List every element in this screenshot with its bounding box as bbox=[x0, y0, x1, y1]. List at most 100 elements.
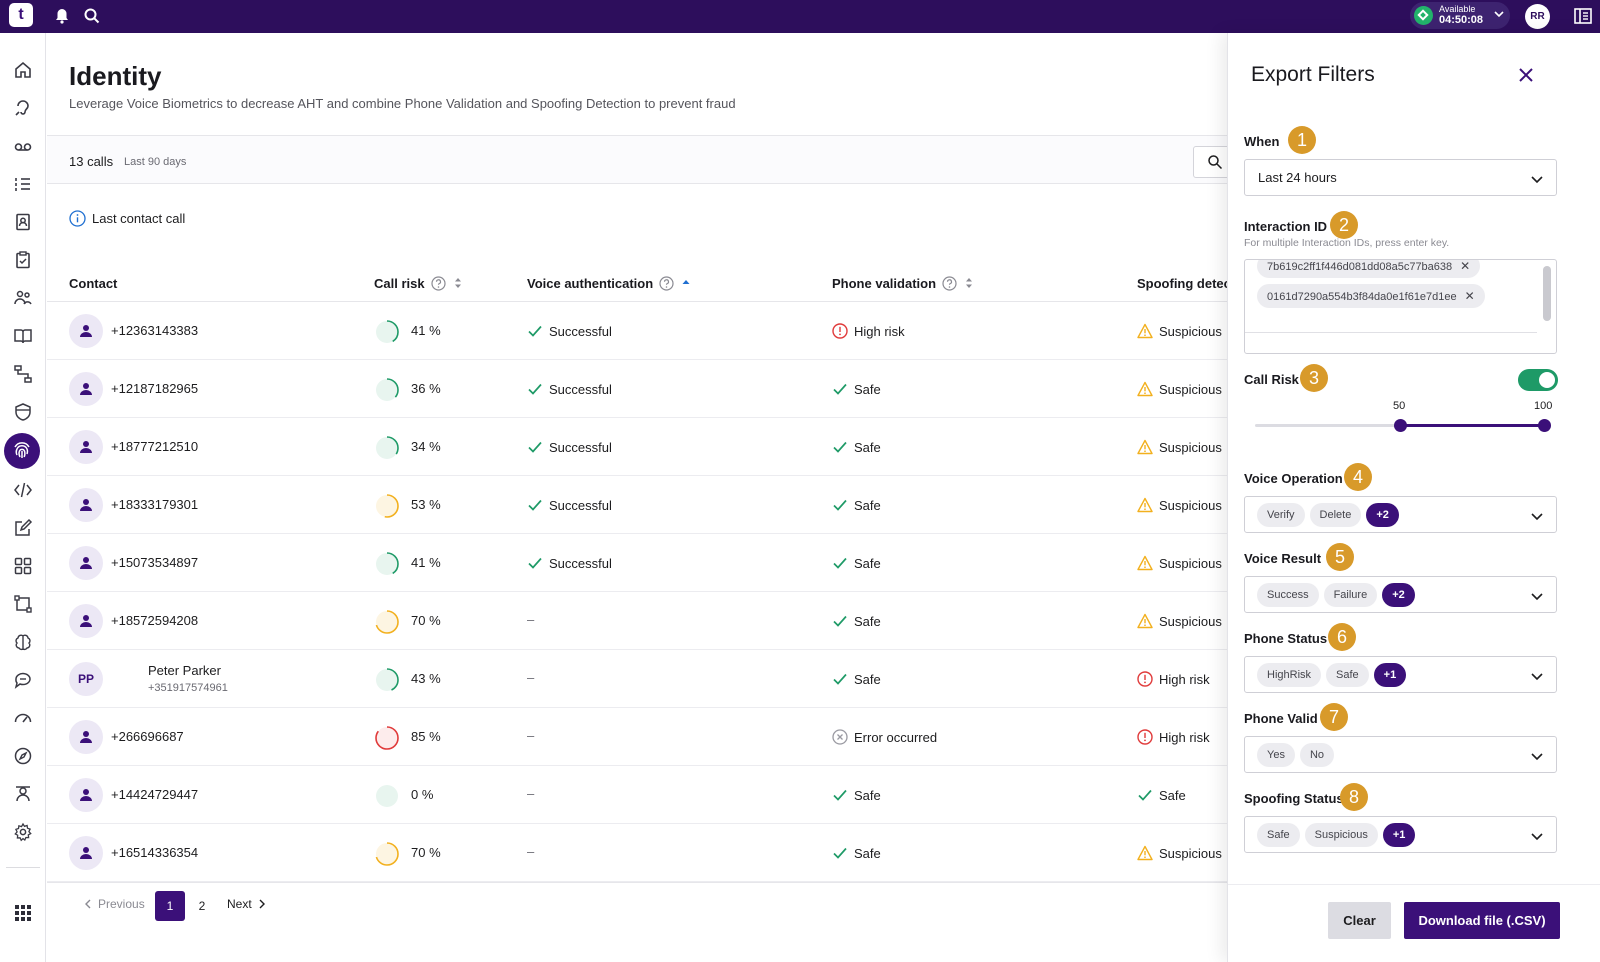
grid-icon[interactable] bbox=[9, 552, 37, 580]
spoofing-status: Suspicious bbox=[1137, 611, 1222, 631]
table-row[interactable]: +18572594208 70 % – Safe Suspicious bbox=[47, 592, 1227, 650]
help-icon[interactable] bbox=[430, 275, 446, 291]
contact-phone: +351917574961 bbox=[148, 682, 228, 694]
voice-authentication-status: Successful bbox=[527, 379, 612, 399]
slider-max-handle[interactable] bbox=[1538, 419, 1551, 432]
slider-min-handle[interactable] bbox=[1394, 419, 1407, 432]
table-row[interactable]: +18333179301 53 % Successful Safe Suspicious bbox=[47, 476, 1227, 534]
previous-label: Previous bbox=[98, 897, 145, 911]
risk-gauge-arc bbox=[375, 668, 399, 692]
spoofing-status: High risk bbox=[1137, 669, 1210, 689]
chat-icon[interactable] bbox=[9, 666, 37, 694]
call-risk-toggle[interactable] bbox=[1518, 369, 1558, 391]
table-row[interactable]: +15073534897 41 % Successful Safe Suspicious bbox=[47, 534, 1227, 592]
table-search[interactable] bbox=[1193, 146, 1227, 178]
page-2-button[interactable]: 2 bbox=[198, 899, 206, 913]
voice-authentication-status: Successful bbox=[527, 437, 612, 457]
apps-icon[interactable] bbox=[9, 899, 37, 927]
table-row[interactable]: +266696687 85 % – Error occurred High risk bbox=[47, 708, 1227, 766]
help-icon[interactable] bbox=[659, 275, 674, 291]
column-spoofing-detection[interactable]: Spoofing detec bbox=[1137, 273, 1227, 293]
risk-gauge-track bbox=[376, 553, 398, 575]
slider-min-label: 50 bbox=[1393, 400, 1406, 412]
next-page-button[interactable]: Next bbox=[227, 897, 267, 911]
app-logo[interactable]: t bbox=[9, 3, 33, 27]
sort-icon[interactable] bbox=[965, 277, 973, 289]
filter-chip: Suspicious bbox=[1304, 823, 1378, 847]
voice-icon[interactable] bbox=[9, 94, 37, 122]
table-row[interactable]: PP Peter Parker +351917574961 43 % – Safe High… bbox=[47, 650, 1227, 708]
bell-icon[interactable] bbox=[52, 6, 72, 26]
column-contact[interactable]: Contact bbox=[69, 273, 117, 293]
phone-valid-select[interactable]: Yes No bbox=[1244, 736, 1557, 773]
help-icon[interactable] bbox=[942, 275, 957, 291]
risk-gauge-track bbox=[376, 437, 398, 459]
next-label: Next bbox=[227, 897, 252, 911]
person-icon bbox=[80, 325, 92, 337]
remove-chip-icon[interactable]: ✕ bbox=[1460, 259, 1471, 273]
brain-icon[interactable] bbox=[9, 628, 37, 656]
table-row[interactable]: +18777212510 34 % Successful Safe Suspicious bbox=[47, 418, 1227, 476]
table-row[interactable]: +14424729447 0 % – Safe Safe bbox=[47, 766, 1227, 824]
team-icon[interactable] bbox=[9, 284, 37, 312]
contact-avatar bbox=[69, 720, 103, 754]
page-1-button[interactable]: 1 bbox=[155, 891, 185, 921]
when-label: When bbox=[1244, 134, 1280, 149]
chevron-down-icon bbox=[1531, 833, 1543, 841]
availability-status[interactable]: Available 04:50:08 bbox=[1410, 2, 1510, 29]
user-avatar[interactable]: RR bbox=[1525, 4, 1550, 29]
spoofing-status-select[interactable]: Safe Suspicious +1 bbox=[1244, 816, 1557, 853]
phone-validation-status-text: Safe bbox=[854, 555, 881, 571]
interaction-id-input[interactable]: 7b619c2ff1f446d081dd08a5c77ba638 ✕ 0161d7… bbox=[1244, 259, 1557, 354]
risk-gauge-icon bbox=[376, 785, 398, 807]
clipboard-icon[interactable] bbox=[9, 246, 37, 274]
compass-icon[interactable] bbox=[9, 742, 37, 770]
spoofing-status-text: Suspicious bbox=[1159, 555, 1222, 571]
voice-operation-select[interactable]: Verify Delete +2 bbox=[1244, 496, 1557, 533]
table-row[interactable]: +12363143383 41 % Successful High risk Suspi… bbox=[47, 302, 1227, 360]
table-row[interactable]: +16514336354 70 % – Safe Suspicious bbox=[47, 824, 1227, 882]
person-icon bbox=[80, 499, 92, 511]
filter-chip: Delete bbox=[1309, 503, 1362, 527]
remove-chip-icon[interactable]: ✕ bbox=[1464, 289, 1475, 303]
gauge-icon[interactable] bbox=[9, 704, 37, 732]
download-csv-button[interactable]: Download file (.CSV) bbox=[1404, 902, 1560, 939]
contacts-icon[interactable] bbox=[9, 208, 37, 236]
home-icon[interactable] bbox=[9, 56, 37, 84]
column-voice-authentication[interactable]: Voice authentication bbox=[527, 273, 690, 293]
voice-result-select[interactable]: Success Failure +2 bbox=[1244, 576, 1557, 613]
fingerprint-icon[interactable] bbox=[4, 433, 40, 469]
interaction-id-chip: 7b619c2ff1f446d081dd08a5c77ba638 ✕ bbox=[1257, 259, 1481, 278]
agent-icon[interactable] bbox=[9, 780, 37, 808]
scrollbar[interactable] bbox=[1543, 266, 1551, 321]
menu-icon[interactable] bbox=[1574, 7, 1592, 25]
edit-icon[interactable] bbox=[9, 514, 37, 542]
book-icon[interactable] bbox=[9, 322, 37, 350]
clear-button[interactable]: Clear bbox=[1328, 902, 1391, 939]
shield-icon[interactable] bbox=[9, 398, 37, 426]
voicemail-icon[interactable] bbox=[9, 132, 37, 160]
column-label: Phone validation bbox=[832, 275, 937, 291]
contact-phone: +18333179301 bbox=[111, 497, 199, 512]
close-icon[interactable] bbox=[1517, 66, 1535, 84]
step-badge: 3 bbox=[1300, 364, 1328, 392]
flow-icon[interactable] bbox=[9, 360, 37, 388]
call-risk-value: 70 % bbox=[411, 613, 441, 628]
risk-gauge-icon bbox=[375, 552, 399, 576]
crop-icon[interactable] bbox=[9, 590, 37, 618]
list-icon[interactable] bbox=[9, 170, 37, 198]
table-row[interactable]: +12187182965 36 % Successful Safe Suspicious bbox=[47, 360, 1227, 418]
column-phone-validation[interactable]: Phone validation bbox=[832, 273, 973, 293]
spoofing-status-text: Suspicious bbox=[1159, 323, 1222, 339]
gear-icon[interactable] bbox=[9, 818, 37, 846]
when-select[interactable]: Last 24 hours bbox=[1244, 159, 1557, 196]
search-icon[interactable] bbox=[82, 6, 102, 26]
sort-ascending-icon[interactable] bbox=[682, 277, 690, 289]
step-badge: 1 bbox=[1288, 126, 1316, 154]
previous-page-button[interactable]: Previous bbox=[83, 897, 145, 911]
code-icon[interactable] bbox=[9, 476, 37, 504]
phone-status-select[interactable]: HighRisk Safe +1 bbox=[1244, 656, 1557, 693]
column-call-risk[interactable]: Call risk bbox=[374, 273, 462, 293]
phone-validation-status: Safe bbox=[832, 785, 881, 805]
sort-icon[interactable] bbox=[454, 277, 462, 289]
